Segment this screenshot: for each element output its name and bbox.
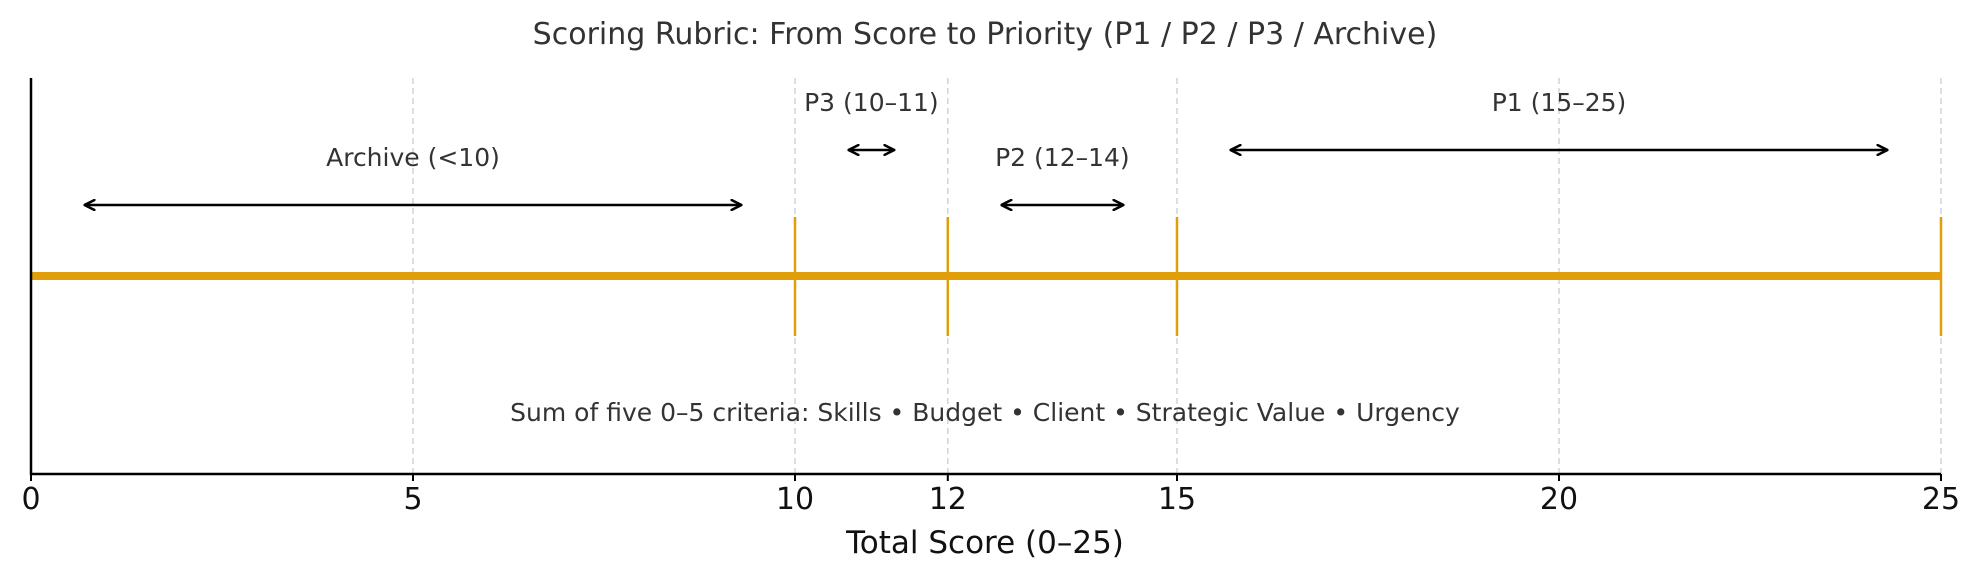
band-label-2: P2 (12–14) (995, 143, 1130, 172)
x-tick-label-15: 15 (1158, 482, 1196, 517)
x-tick-label-5: 5 (403, 482, 422, 517)
axes: 0 5 10 12 15 20 25 (21, 78, 1960, 517)
priority-bands: Archive (<10) P3 (10–11) P2 (12–14) P1 (15–… (84, 88, 1887, 205)
score-scale (31, 217, 1943, 336)
criteria-annotation: Sum of five 0–5 criteria: Skills • Budge… (510, 398, 1460, 427)
x-tick-label-0: 0 (21, 482, 40, 517)
x-axis-label: Total Score (0–25) (845, 525, 1124, 561)
x-tick-label-10: 10 (776, 482, 814, 517)
band-label-0: Archive (<10) (326, 143, 500, 172)
chart-title: Scoring Rubric: From Score to Priority (… (533, 17, 1438, 52)
band-label-3: P1 (15–25) (1492, 88, 1627, 117)
x-tick-label-12: 12 (929, 482, 967, 517)
grid-lines (412, 78, 1942, 474)
x-tick-label-25: 25 (1922, 482, 1960, 517)
band-label-1: P3 (10–11) (804, 88, 939, 117)
x-tick-label-20: 20 (1540, 482, 1578, 517)
